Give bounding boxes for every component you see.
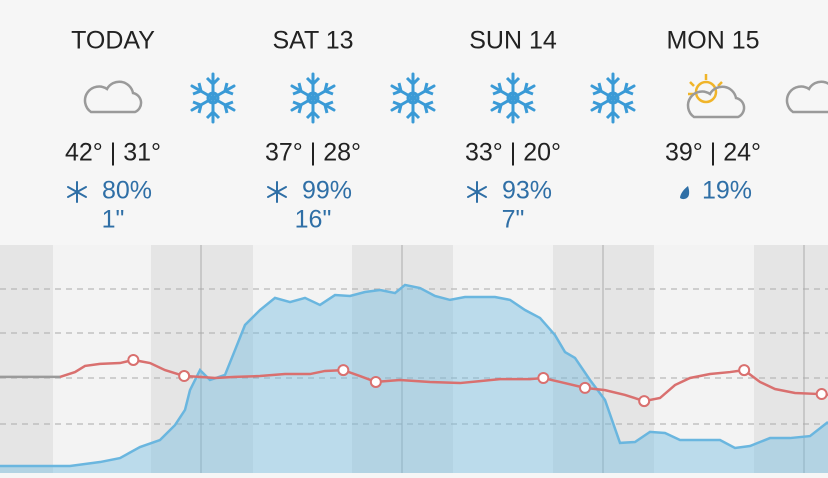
day-label: SUN 14	[469, 27, 557, 55]
precip: 80%	[102, 177, 152, 205]
temp-point	[337, 364, 350, 377]
temps: 39° | 24°	[665, 139, 761, 167]
temp-point	[369, 375, 382, 388]
day-label: SAT 13	[272, 27, 353, 55]
temps: 42° | 31°	[65, 139, 161, 167]
temps: 33° | 20°	[465, 139, 561, 167]
temp-point	[579, 381, 591, 394]
precip: 93%	[502, 177, 552, 205]
precip: 99%	[302, 177, 352, 205]
temp-point	[127, 353, 140, 366]
temp-point	[815, 388, 828, 401]
precip-area	[0, 284, 828, 473]
accumulation: 16"	[295, 206, 332, 234]
day-label: MON 15	[666, 27, 759, 55]
accumulation: 1"	[102, 206, 125, 234]
temps: 37° | 28°	[265, 139, 361, 167]
rain-icon	[680, 186, 690, 200]
temp-point	[738, 364, 751, 377]
precip-line	[0, 283, 828, 468]
temp-point	[178, 370, 191, 383]
temp-point	[537, 372, 550, 384]
chart	[0, 245, 828, 473]
temp-temp-line	[59, 358, 828, 403]
temp-point	[638, 395, 651, 408]
accumulation: 7"	[502, 206, 525, 234]
sun-cloud-icon	[686, 74, 746, 119]
day-label: TODAY	[71, 27, 155, 55]
precip: 19%	[702, 177, 752, 205]
